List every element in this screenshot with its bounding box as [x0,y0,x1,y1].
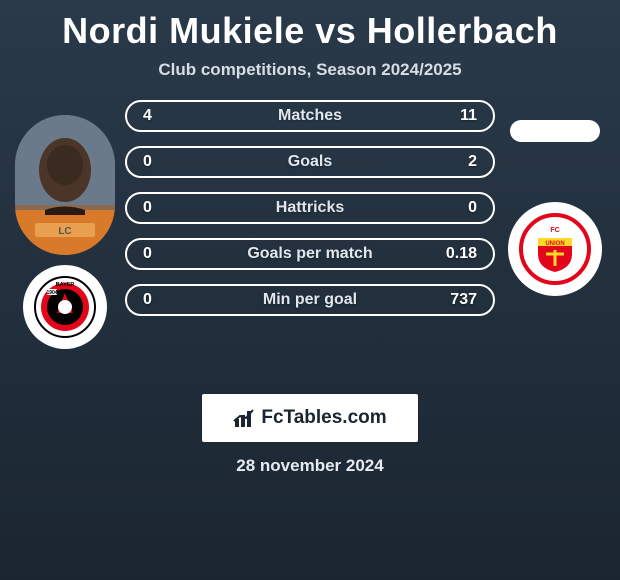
subtitle: Club competitions, Season 2024/2025 [158,60,461,80]
stat-label: Min per goal [263,291,357,309]
stat-row-goals: 0 Goals 2 [125,146,495,178]
svg-text:BAYER: BAYER [56,282,75,288]
chart-icon [233,407,255,429]
comparison-area: LC 1904 BAYER 4 Match [0,100,620,349]
stat-label: Matches [278,107,342,125]
stat-left-value: 0 [143,153,152,171]
footer-brand-logo: FcTables.com [202,394,418,442]
stat-left-value: 0 [143,199,152,217]
avatar-placeholder-icon: LC [15,115,115,255]
page-title: Nordi Mukiele vs Hollerbach [62,10,558,52]
stat-label: Goals per match [247,245,372,263]
player-avatar-left: LC [15,115,115,255]
stat-row-matches: 4 Matches 11 [125,100,495,132]
stat-label: Goals [288,153,332,171]
right-player-column: FC UNION [500,100,610,296]
svg-text:UNION: UNION [545,241,564,247]
stat-row-goals-per-match: 0 Goals per match 0.18 [125,238,495,270]
stat-right-value: 0 [468,199,477,217]
footer-date: 28 november 2024 [236,456,383,476]
stat-label: Hattricks [276,199,344,217]
club-logo-right: FC UNION [508,202,602,296]
footer-brand-text: FcTables.com [261,407,386,429]
stat-right-value: 737 [450,291,477,309]
stats-column: 4 Matches 11 0 Goals 2 0 Hattricks 0 0 G… [120,100,500,316]
union-logo-icon: FC UNION [516,210,594,288]
player-avatar-right-placeholder [510,120,600,142]
svg-text:LC: LC [58,226,71,237]
stat-left-value: 4 [143,107,152,125]
stat-right-value: 0.18 [446,245,477,263]
stat-row-min-per-goal: 0 Min per goal 737 [125,284,495,316]
stat-right-value: 2 [468,153,477,171]
bayer-logo-icon: 1904 BAYER [33,275,97,339]
stat-left-value: 0 [143,245,152,263]
stat-row-hattricks: 0 Hattricks 0 [125,192,495,224]
left-player-column: LC 1904 BAYER [10,100,120,349]
stat-left-value: 0 [143,291,152,309]
stat-right-value: 11 [460,107,477,125]
club-logo-left: 1904 BAYER [23,265,107,349]
svg-text:1904: 1904 [46,290,57,296]
svg-text:FC: FC [550,227,559,234]
